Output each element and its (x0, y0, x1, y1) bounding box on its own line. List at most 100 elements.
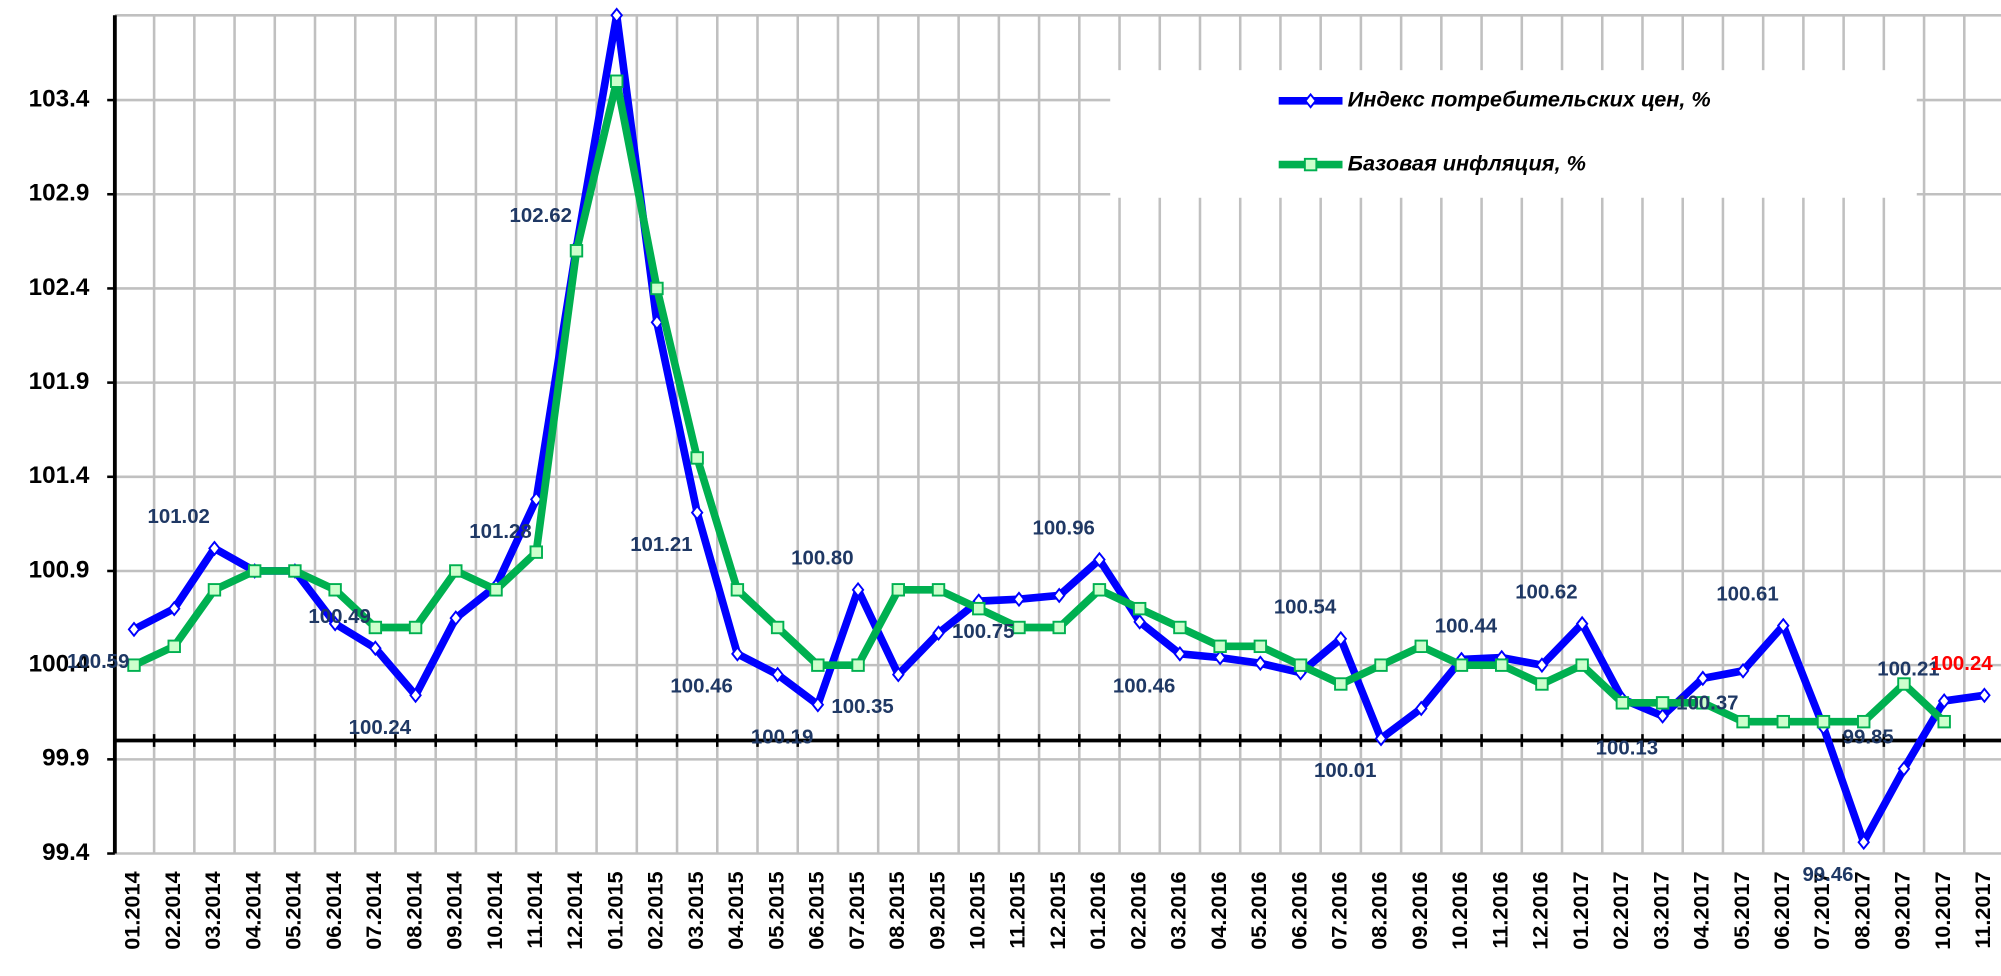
x-tick-label: 02.2014 (160, 871, 185, 949)
x-tick-label: 02.2017 (1608, 871, 1633, 949)
series-marker (1132, 601, 1147, 616)
data-label: 100.24 (1930, 653, 1993, 675)
x-tick-label: 08.2016 (1367, 871, 1392, 949)
series-marker (1656, 708, 1669, 724)
data-label: 100.75 (952, 621, 1014, 643)
series-marker (529, 491, 543, 508)
y-tick-label: 100.4 (29, 651, 90, 678)
series-marker (1213, 639, 1227, 654)
series-marker (690, 451, 704, 465)
series-marker (328, 615, 342, 632)
y-tick-label: 102.4 (29, 274, 90, 301)
data-label: 100.62 (1515, 581, 1577, 603)
x-tick-label: 01.2017 (1568, 871, 1593, 949)
data-label: 100.61 (1716, 583, 1778, 605)
series-marker (569, 244, 584, 258)
series-marker (811, 658, 825, 672)
series-marker (1454, 658, 1469, 672)
series-marker (207, 583, 222, 597)
series-marker (167, 639, 181, 654)
x-tick-label: 07.2014 (361, 871, 386, 949)
series-marker (247, 564, 262, 578)
x-tick-label: 09.2015 (924, 871, 949, 949)
data-label: 100.80 (791, 548, 853, 570)
legend-label: Индекс потребительских цен, % (1348, 87, 1711, 112)
x-tick-label: 09.2014 (442, 871, 467, 949)
series-marker (1937, 693, 1951, 709)
series-marker (610, 74, 624, 88)
data-label: 100.01 (1314, 760, 1376, 782)
series-marker (368, 620, 383, 635)
series-marker (1816, 714, 1831, 729)
data-label: 100.21 (1877, 659, 1939, 681)
x-tick-label: 09.2017 (1890, 871, 1915, 949)
series-marker (1937, 714, 1951, 729)
x-tick-label: 11.2016 (1487, 871, 1512, 948)
data-label: 100.13 (1596, 738, 1658, 760)
series-marker (1254, 655, 1267, 672)
series-marker (1696, 670, 1710, 687)
x-tick-label: 12.2015 (1045, 871, 1070, 949)
series-marker (1374, 658, 1388, 672)
series-marker (771, 666, 784, 683)
series-marker (1535, 677, 1549, 691)
series-marker (931, 583, 946, 597)
y-tick-label: 102.9 (29, 180, 90, 207)
data-label: 100.96 (1032, 517, 1094, 539)
x-tick-label: 09.2016 (1407, 871, 1432, 949)
series-marker (288, 564, 302, 578)
series-marker (409, 687, 422, 704)
legend-marker (1303, 157, 1318, 172)
x-tick-label: 02.2016 (1125, 871, 1150, 949)
x-tick-label: 08.2014 (401, 871, 426, 949)
y-tick-label: 100.9 (29, 556, 90, 583)
legend-label: Базовая инфляция, % (1348, 150, 1586, 175)
series-marker (1052, 620, 1066, 635)
series-marker (932, 625, 945, 642)
series-marker (1414, 639, 1428, 654)
series-marker (1857, 714, 1871, 729)
x-tick-label: 04.2017 (1689, 871, 1714, 949)
x-tick-label: 10.2016 (1447, 871, 1472, 949)
x-tick-label: 05.2016 (1246, 871, 1271, 949)
x-tick-label: 07.2015 (844, 871, 869, 949)
legend-marker (1304, 92, 1317, 109)
series-marker (408, 620, 423, 635)
series-marker (1615, 696, 1630, 710)
series-marker (529, 545, 543, 559)
x-tick-label: 06.2014 (321, 871, 346, 949)
series-marker (1978, 687, 1991, 704)
x-tick-label: 03.2014 (200, 871, 225, 949)
series-marker (1092, 583, 1107, 597)
data-label: 101.02 (148, 506, 210, 528)
series-marker (328, 583, 342, 597)
series-line (132, 77, 1947, 726)
series-marker (650, 281, 664, 296)
x-tick-label: 01.2014 (120, 871, 145, 949)
series-marker (690, 504, 704, 521)
series-marker (208, 540, 221, 557)
series-marker (1897, 760, 1911, 777)
x-tick-label: 04.2015 (723, 871, 748, 949)
series-marker (851, 658, 865, 672)
x-tick-label: 01.2016 (1085, 871, 1110, 949)
x-tick-label: 06.2016 (1286, 871, 1311, 949)
series-marker (1052, 587, 1066, 604)
series-marker (610, 7, 624, 24)
series-marker (731, 645, 744, 662)
series-marker (127, 621, 141, 638)
x-tick-label: 01.2015 (602, 871, 627, 949)
series-marker (972, 601, 986, 616)
y-tick-label: 103.4 (29, 85, 90, 112)
x-tick-label: 08.2017 (1849, 871, 1874, 949)
series-marker (1334, 630, 1348, 647)
series-marker (851, 581, 865, 598)
y-tick-label: 99.4 (42, 839, 90, 866)
series-marker (449, 564, 463, 578)
series-marker (1736, 714, 1750, 729)
series-marker (1012, 620, 1026, 635)
series-marker (1776, 714, 1790, 729)
series-marker (127, 658, 141, 672)
x-tick-label: 08.2015 (884, 871, 909, 949)
